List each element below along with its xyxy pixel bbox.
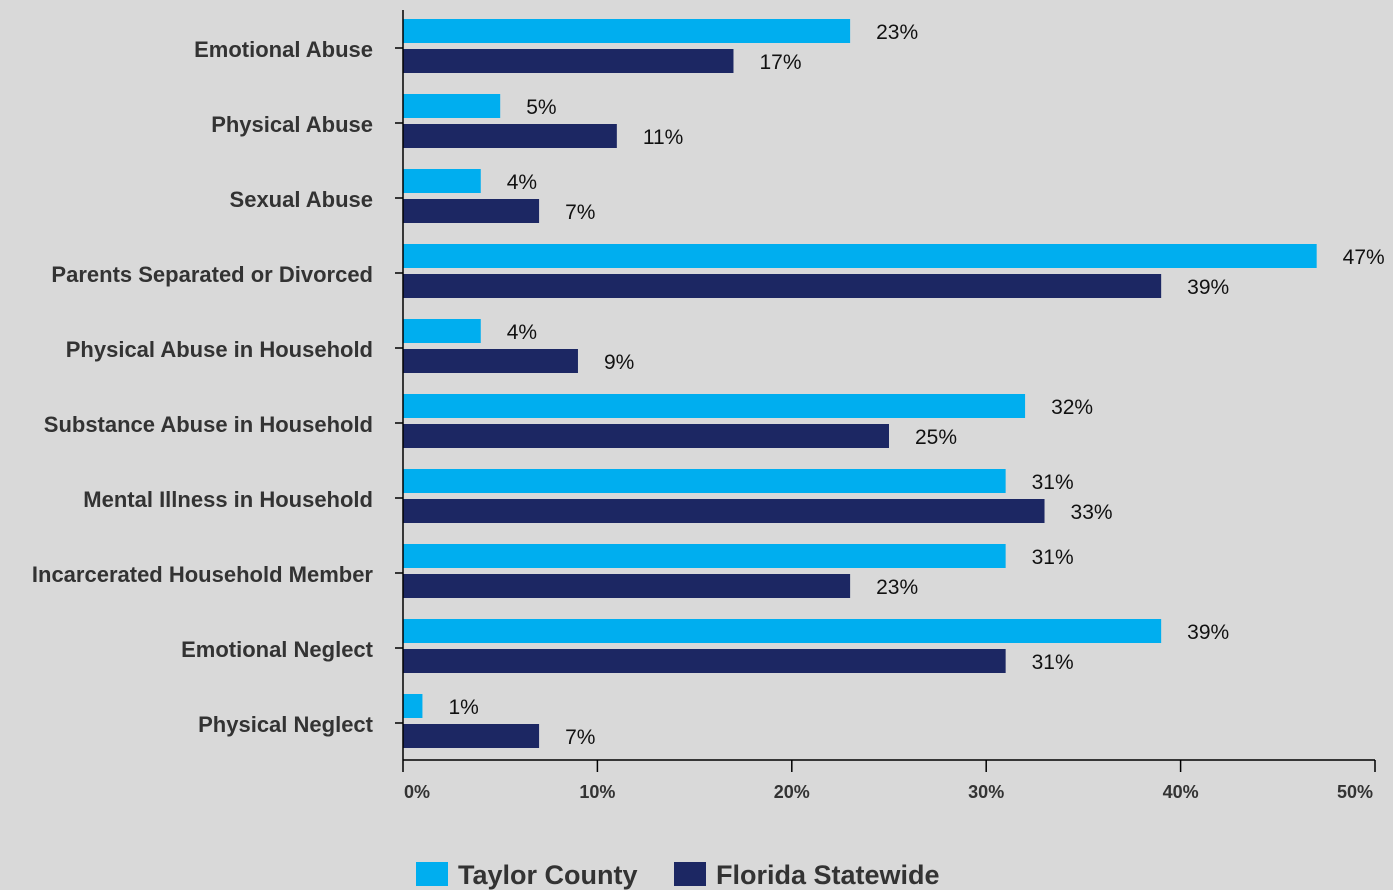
category-label: Emotional Neglect (181, 637, 374, 662)
value-label: 31% (1032, 471, 1074, 494)
bar-taylor (403, 544, 1006, 568)
bar-taylor (403, 244, 1317, 268)
value-label: 17% (759, 51, 801, 74)
bar-taylor (403, 19, 851, 43)
bar-taylor (403, 94, 501, 118)
value-label: 39% (1187, 276, 1229, 299)
bar-taylor (403, 469, 1006, 493)
x-tick-label: 0% (404, 782, 430, 802)
value-label: 32% (1051, 396, 1093, 419)
legend-label: Taylor County (458, 860, 638, 890)
bar-florida (403, 49, 734, 73)
bar-taylor (403, 694, 423, 718)
value-labels-group: 23% 17% 5% 11% 4% 7% 47% 39% 4% 9% 32% 25% 31% 33% 31%… (448, 21, 1384, 749)
bar-taylor (403, 394, 1026, 418)
value-label: 7% (565, 201, 595, 224)
category-label: Physical Neglect (198, 712, 374, 737)
category-label: Incarcerated Household Member (32, 562, 374, 587)
value-label: 5% (526, 96, 556, 119)
x-tick-label: 50% (1337, 782, 1373, 802)
value-label: 47% (1343, 246, 1385, 269)
bar-florida (403, 574, 851, 598)
legend-label: Florida Statewide (716, 860, 940, 890)
value-label: 25% (915, 426, 957, 449)
value-label: 4% (507, 321, 537, 344)
value-label: 23% (876, 576, 918, 599)
category-label: Physical Abuse (211, 112, 373, 137)
bar-florida (403, 199, 540, 223)
bar-florida (403, 424, 889, 448)
legend-swatch (674, 862, 706, 886)
value-label: 31% (1032, 651, 1074, 674)
category-label: Parents Separated or Divorced (51, 262, 373, 287)
bar-florida (403, 274, 1162, 298)
category-labels-group: Emotional Abuse Physical Abuse Sexual Abus… (32, 37, 374, 737)
x-tick-label: 20% (774, 782, 810, 802)
category-label: Physical Abuse in Household (66, 337, 373, 362)
x-tick-label: 40% (1163, 782, 1199, 802)
bar-florida (403, 124, 617, 148)
value-label: 11% (643, 126, 683, 149)
bar-florida (403, 349, 578, 373)
bar-florida (403, 649, 1006, 673)
value-label: 39% (1187, 621, 1229, 644)
legend-swatch (416, 862, 448, 886)
value-label: 7% (565, 726, 595, 749)
bar-florida (403, 499, 1045, 523)
bar-taylor (403, 319, 481, 343)
bar-florida (403, 724, 540, 748)
category-label: Emotional Abuse (194, 37, 373, 62)
x-tick-label: 30% (968, 782, 1004, 802)
bar-taylor (403, 169, 481, 193)
x-tick-label: 10% (579, 782, 615, 802)
value-label: 31% (1032, 546, 1074, 569)
bars-group (403, 19, 1317, 748)
value-label: 23% (876, 21, 918, 44)
legend: Taylor County Florida Statewide (416, 860, 940, 890)
category-label: Sexual Abuse (230, 187, 373, 212)
bar-taylor (403, 619, 1162, 643)
value-label: 9% (604, 351, 634, 374)
axes-group: 0% 10% 20% 30% 40% 50% (395, 10, 1376, 802)
category-label: Substance Abuse in Household (44, 412, 373, 437)
value-label: 1% (448, 696, 478, 719)
value-label: 33% (1071, 501, 1113, 524)
value-label: 4% (507, 171, 537, 194)
category-label: Mental Illness in Household (83, 487, 373, 512)
